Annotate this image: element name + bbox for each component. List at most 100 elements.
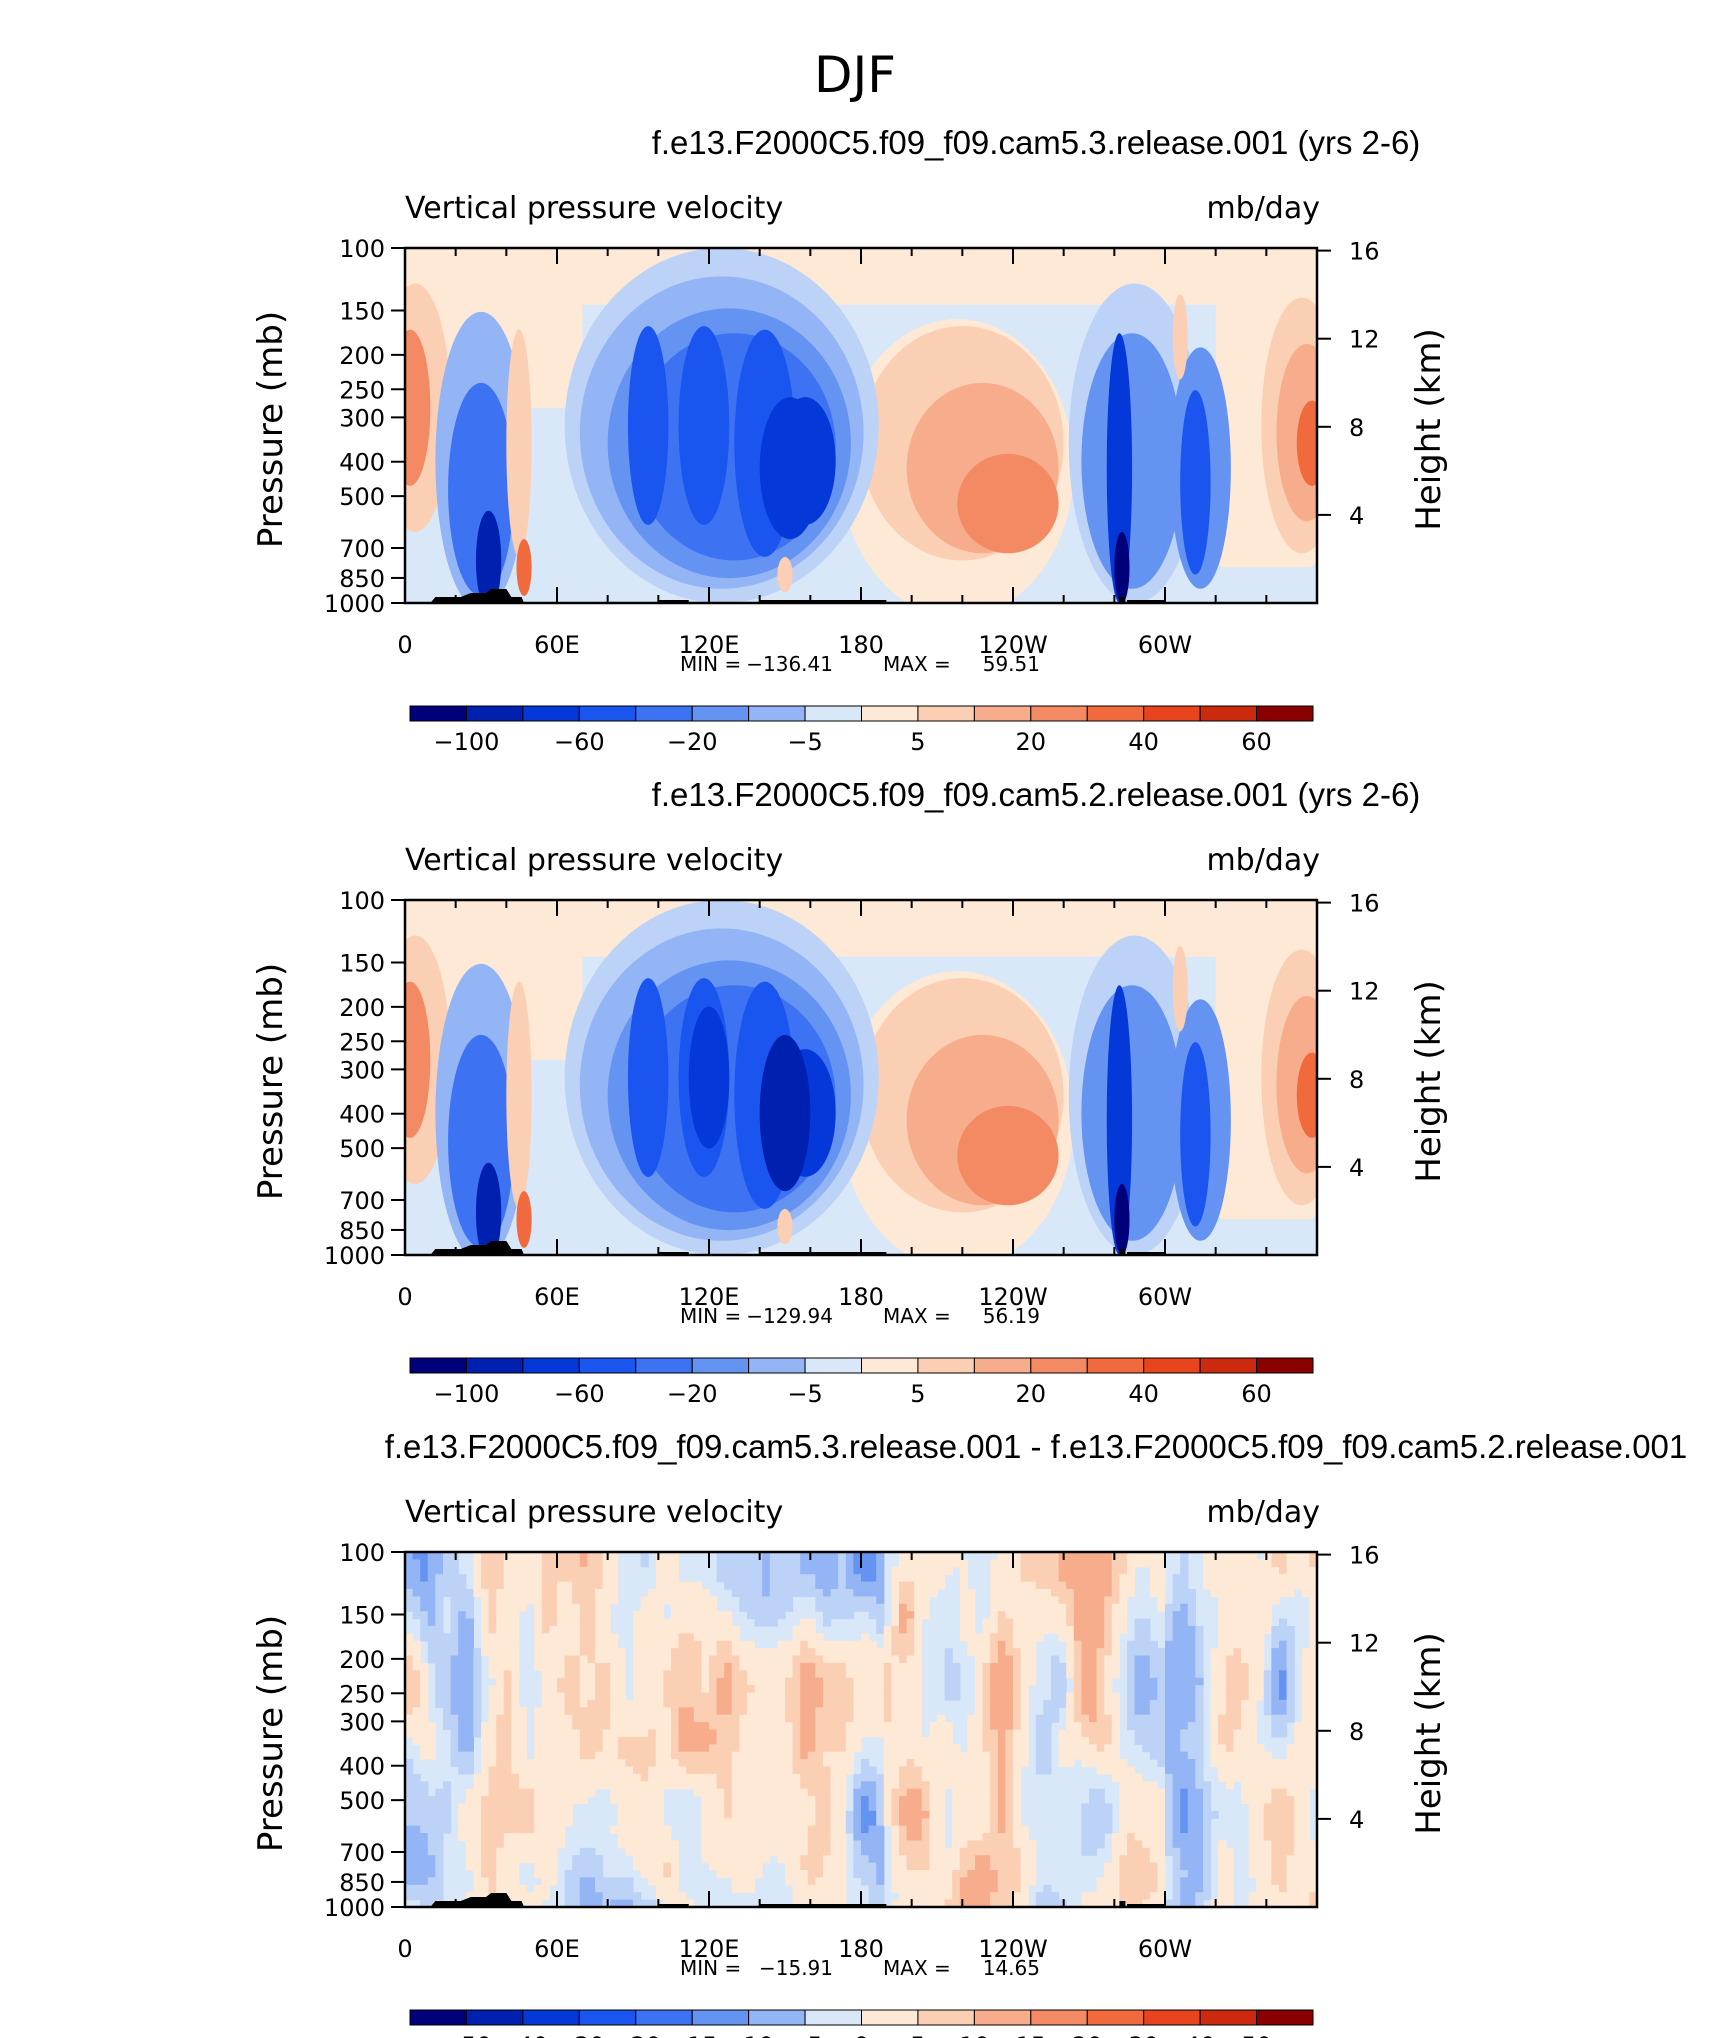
contour-cell xyxy=(1241,1640,1250,1649)
contour-cell xyxy=(1248,1796,1257,1805)
contour-cell xyxy=(420,1803,429,1812)
contour-cell xyxy=(1271,1862,1280,1871)
contour-cell xyxy=(815,1662,824,1671)
contour-cell xyxy=(815,1847,824,1856)
contour-cell xyxy=(557,1655,566,1664)
contour-cell xyxy=(435,1788,444,1797)
contour-cell xyxy=(572,1788,581,1797)
contour-cell xyxy=(1294,1870,1303,1879)
contour-cell xyxy=(1149,1588,1158,1597)
contour-cell xyxy=(412,1603,421,1612)
contour-cell xyxy=(967,1722,976,1731)
contour-cell xyxy=(1210,1810,1219,1819)
contour-cell xyxy=(997,1662,1006,1671)
contour-cell xyxy=(503,1618,512,1627)
contour-cell xyxy=(1294,1855,1303,1864)
contour-cell xyxy=(777,1648,786,1657)
contour-cell xyxy=(1263,1855,1272,1864)
contour-region xyxy=(1180,390,1211,575)
contour-region xyxy=(777,556,793,593)
y-tick-label: 850 xyxy=(339,1217,385,1245)
contour-cell xyxy=(709,1759,718,1768)
contour-cell xyxy=(1066,1625,1075,1634)
contour-cell xyxy=(549,1699,558,1708)
contour-cell xyxy=(929,1581,938,1590)
contour-cell xyxy=(1134,1884,1143,1893)
contour-cell xyxy=(754,1581,763,1590)
contour-cell xyxy=(861,1581,870,1590)
contour-cell xyxy=(1066,1640,1075,1649)
contour-cell xyxy=(496,1736,505,1745)
contour-cell xyxy=(861,1633,870,1642)
contour-cell xyxy=(1127,1818,1136,1827)
contour-cell xyxy=(1294,1736,1303,1745)
contour-cell xyxy=(1081,1840,1090,1849)
contour-cell xyxy=(1142,1699,1151,1708)
contour-cell xyxy=(686,1685,695,1694)
contour-cell xyxy=(1248,1870,1257,1879)
contour-cell xyxy=(754,1603,763,1612)
contour-cell xyxy=(1005,1751,1014,1760)
contour-cell xyxy=(564,1759,573,1768)
contour-cell xyxy=(716,1810,725,1819)
contour-cell xyxy=(762,1810,771,1819)
contour-cell xyxy=(1043,1736,1052,1745)
contour-cell xyxy=(1119,1847,1128,1856)
contour-cell xyxy=(899,1773,908,1782)
contour-cell xyxy=(1218,1744,1227,1753)
contour-cell xyxy=(883,1736,892,1745)
contour-cell xyxy=(663,1825,672,1834)
contour-cell xyxy=(648,1648,657,1657)
contour-cell xyxy=(511,1847,520,1856)
contour-cell xyxy=(838,1722,847,1731)
contour-cell xyxy=(640,1685,649,1694)
contour-cell xyxy=(1058,1685,1067,1694)
contour-cell xyxy=(557,1603,566,1612)
contour-cell xyxy=(488,1648,497,1657)
contour-cell xyxy=(541,1840,550,1849)
contour-cell xyxy=(921,1899,930,1907)
contour-cell xyxy=(1111,1633,1120,1642)
contour-cell xyxy=(1111,1877,1120,1886)
contour-cell xyxy=(1203,1825,1212,1834)
contour-cell xyxy=(754,1611,763,1620)
contour-cell xyxy=(633,1759,642,1768)
contour-cell xyxy=(701,1588,710,1597)
contour-cell xyxy=(572,1766,581,1775)
contour-cell xyxy=(541,1744,550,1753)
contour-cell xyxy=(663,1596,672,1605)
contour-cell xyxy=(861,1722,870,1731)
contour-cell xyxy=(1294,1566,1303,1575)
contour-cell xyxy=(792,1810,801,1819)
y-tick-label: 300 xyxy=(339,1708,385,1736)
contour-cell xyxy=(557,1714,566,1723)
contour-cell xyxy=(579,1847,588,1856)
contour-cell xyxy=(1020,1625,1029,1634)
contour-cell xyxy=(465,1818,474,1827)
contour-cell xyxy=(724,1633,733,1642)
contour-cell xyxy=(1309,1729,1317,1738)
contour-cell xyxy=(716,1729,725,1738)
contour-cell xyxy=(868,1662,877,1671)
contour-cell xyxy=(1248,1892,1257,1901)
contour-cell xyxy=(1035,1574,1044,1583)
contour-cell xyxy=(534,1840,543,1849)
contour-cell xyxy=(952,1773,961,1782)
contour-cell xyxy=(709,1796,718,1805)
y2-tick-label: 16 xyxy=(1349,238,1380,266)
contour-cell xyxy=(678,1722,687,1731)
contour-cell xyxy=(503,1810,512,1819)
contour-cell xyxy=(891,1670,900,1679)
contour-cell xyxy=(1271,1818,1280,1827)
contour-cell xyxy=(1089,1788,1098,1797)
contour-cell xyxy=(914,1692,923,1701)
contour-cell xyxy=(891,1796,900,1805)
contour-cell xyxy=(724,1759,733,1768)
contour-cell xyxy=(853,1699,862,1708)
contour-cell xyxy=(1066,1618,1075,1627)
contour-cell xyxy=(678,1588,687,1597)
contour-cell xyxy=(891,1810,900,1819)
contour-cell xyxy=(876,1707,885,1716)
contour-cell xyxy=(815,1685,824,1694)
contour-cell xyxy=(883,1633,892,1642)
